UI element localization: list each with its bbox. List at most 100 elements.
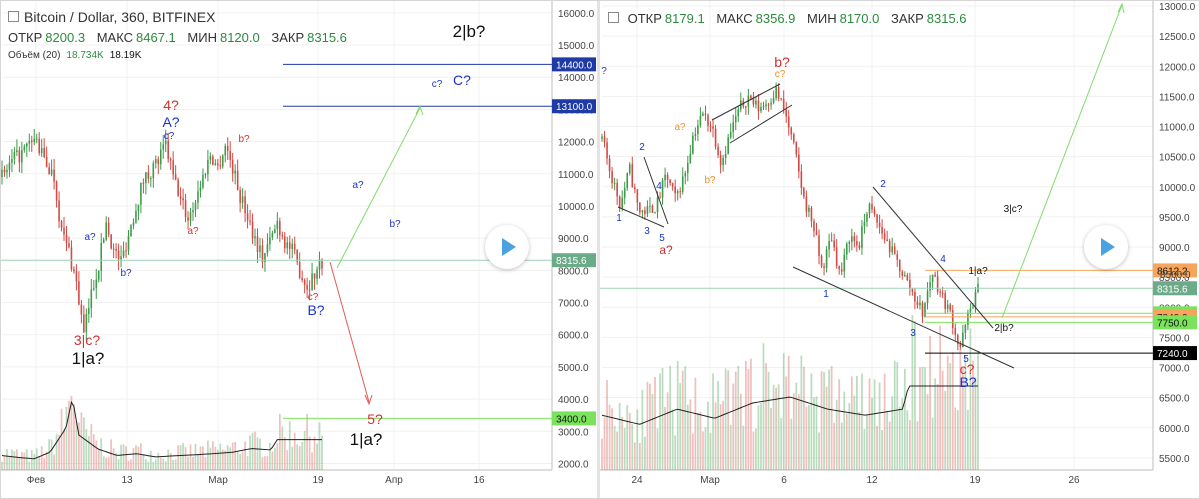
candle-body — [21, 150, 23, 163]
candle-body — [162, 144, 165, 150]
volume-bar — [187, 456, 189, 470]
volume-bar — [132, 448, 135, 470]
candle-body — [964, 324, 967, 333]
volume-bar — [189, 444, 192, 470]
volume-bar — [249, 435, 251, 470]
candle-body — [732, 122, 735, 132]
candle-body — [893, 246, 896, 255]
ohlc-label: ОТКР — [627, 11, 662, 26]
partial-tick-label: 8500.0 — [1160, 270, 1191, 281]
volume-bar — [861, 373, 863, 470]
volume-bar — [934, 378, 936, 470]
left-ohlc-row: ОТКР 8200.3 МАКС 8467.1 МИН 8120.0 ЗАКР 8315… — [8, 30, 355, 45]
volume-bar — [792, 393, 795, 470]
volume-bar — [184, 447, 187, 470]
candle-body — [236, 170, 239, 191]
candle-body — [967, 312, 969, 325]
price-level-label: 3400.0 — [556, 414, 587, 425]
volume-bar — [742, 425, 745, 470]
candle-body — [18, 150, 21, 163]
candle-body — [276, 220, 279, 230]
candle-body — [189, 212, 192, 221]
play-button[interactable] — [485, 225, 529, 269]
candle-body — [722, 157, 724, 166]
y-tick-label: 11500.0 — [1159, 92, 1195, 103]
candle-body — [856, 241, 858, 246]
candle-body — [737, 109, 740, 117]
candle-body — [851, 236, 853, 242]
volume-bar — [8, 456, 11, 470]
volume-bar — [90, 423, 93, 470]
candle-body — [909, 280, 911, 290]
wave-label: 1|a? — [350, 430, 383, 449]
candle-body — [944, 293, 946, 309]
y-tick-label: 5000.0 — [558, 363, 589, 374]
ohlc-label: ОТКР — [8, 30, 43, 45]
candle-body — [40, 148, 43, 154]
left-title-row: Bitcoin / Dollar, 360, BITFINEX — [8, 9, 215, 25]
price-level-tag — [1153, 346, 1197, 361]
candle-body — [959, 344, 962, 348]
candle-body — [707, 114, 709, 126]
left-chart[interactable]: 2000.0 3000.0 4000.0 5000.0 6000.0 7000.0 8000… — [0, 0, 597, 499]
volume-bar — [850, 376, 853, 470]
candle-body — [639, 202, 641, 213]
candle-body — [90, 289, 93, 309]
candle-body — [244, 196, 246, 214]
candle-body — [921, 302, 924, 317]
wave-label: b? — [774, 54, 790, 70]
volume-bar — [231, 442, 234, 470]
volume-bar — [204, 456, 207, 470]
ohlc-value: 8315.6 — [307, 30, 347, 45]
candle-body — [782, 98, 785, 110]
volume-bar — [107, 456, 110, 470]
volume-bar — [601, 438, 603, 470]
volume-bar — [732, 383, 735, 470]
arrow-head — [1117, 2, 1125, 14]
volume-bar — [820, 370, 823, 470]
volume-bar — [939, 325, 942, 470]
candle-body — [606, 142, 608, 159]
volume-bar — [755, 428, 757, 470]
candle-body — [644, 210, 646, 214]
candle-body — [805, 196, 808, 212]
volume-bar — [772, 384, 775, 470]
candle-body — [795, 142, 798, 155]
candle-body — [709, 125, 712, 127]
candle-body — [132, 222, 135, 226]
panel-separator[interactable] — [597, 0, 600, 499]
volume-bar — [782, 353, 785, 470]
last-price-label: 8315.6 — [1157, 284, 1188, 295]
volume-bar — [833, 422, 836, 470]
price-level-tag — [1153, 315, 1197, 330]
candle-body — [157, 159, 160, 165]
candle-body — [246, 213, 249, 221]
volume-bar — [906, 410, 909, 470]
volume-bar — [638, 443, 641, 470]
candle-body — [85, 314, 88, 333]
volume-bar — [120, 444, 122, 470]
projection-arrow-up — [336, 107, 421, 269]
right-chart[interactable]: 5500.06000.06500.07000.07500.08000.08500… — [600, 0, 1200, 499]
candle-body — [202, 174, 204, 188]
volume-bar — [308, 436, 311, 470]
candle-body — [259, 245, 261, 252]
candle-body — [155, 159, 157, 164]
volume-bar — [13, 451, 16, 470]
volume-bar — [717, 380, 719, 470]
volume-bar — [686, 404, 689, 470]
volume-bar — [659, 373, 661, 470]
y-tick-label: 9000.0 — [1159, 243, 1190, 254]
candle-body — [105, 222, 107, 240]
collapse-icon[interactable] — [8, 11, 19, 22]
candle-body — [853, 236, 856, 242]
volume-bar — [63, 429, 65, 470]
volume-bar — [616, 431, 619, 470]
play-button[interactable] — [1084, 225, 1128, 269]
volume-bar — [293, 432, 296, 470]
volume-bar — [154, 459, 157, 470]
candle-body — [192, 210, 194, 213]
collapse-icon[interactable] — [608, 12, 619, 23]
volume-bar — [241, 451, 244, 470]
candle-body — [891, 246, 894, 253]
